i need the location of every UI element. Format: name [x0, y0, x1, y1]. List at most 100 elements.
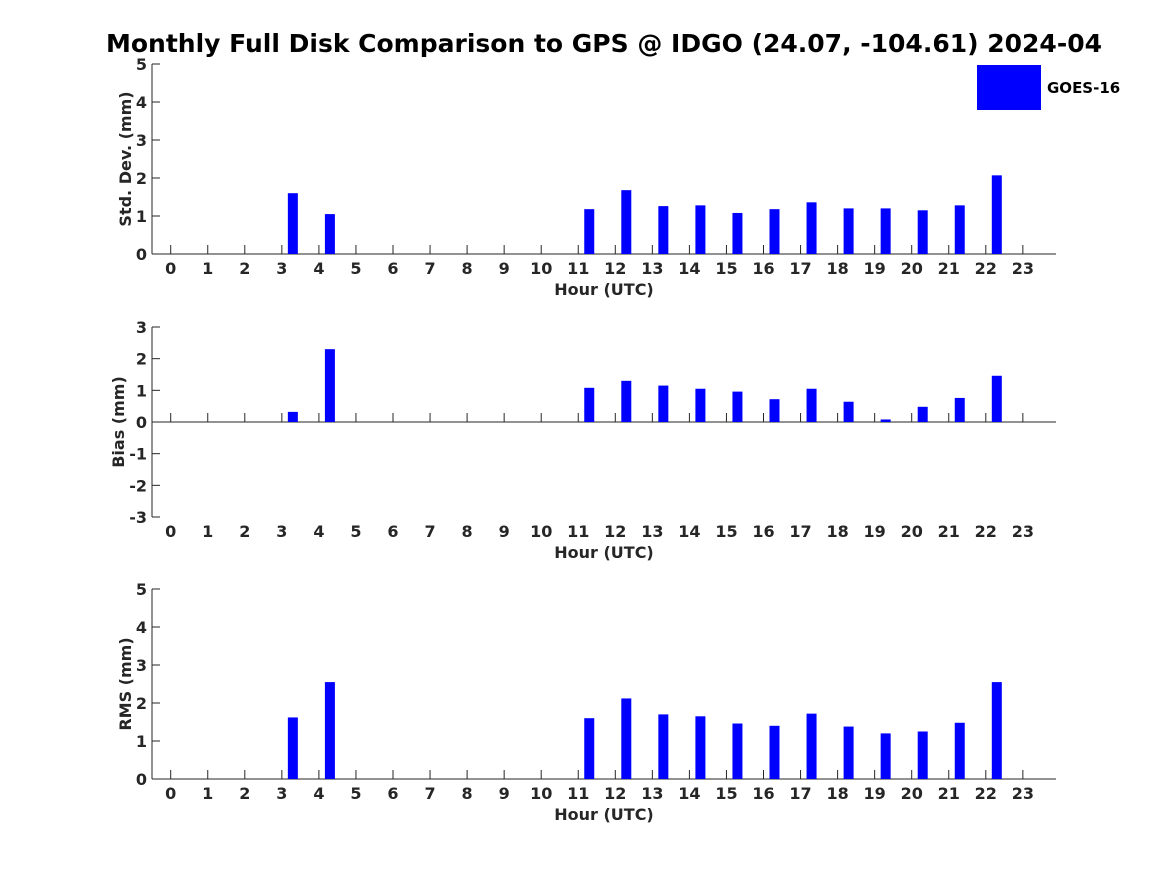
bar-std-dev-hour-17 [806, 202, 817, 254]
bar-rms-hour-22 [991, 682, 1002, 779]
bar-bias-hour-20 [917, 406, 928, 422]
y-tick-label: 2 [136, 169, 147, 188]
x-tick-label: 2 [239, 522, 250, 541]
bar-rms-hour-14 [695, 716, 706, 779]
bar-rms-hour-20 [917, 731, 928, 779]
x-tick-label: 18 [826, 522, 848, 541]
x-tick-label: 16 [752, 259, 774, 278]
x-tick-label: 5 [350, 522, 361, 541]
x-tick-label: 5 [350, 259, 361, 278]
x-tick-label: 5 [350, 784, 361, 803]
x-tick-label: 14 [678, 784, 700, 803]
x-tick-label: 6 [387, 259, 398, 278]
bar-rms-hour-19 [880, 733, 891, 779]
x-tick-label: 1 [202, 784, 213, 803]
x-tick-label: 20 [901, 784, 923, 803]
bar-rms-hour-15 [732, 723, 743, 779]
y-axis-label: Std. Dev. (mm) [116, 91, 135, 226]
bar-rms-hour-4 [324, 682, 335, 779]
x-axis-label: Hour (UTC) [554, 543, 654, 562]
bar-rms-hour-13 [658, 714, 669, 779]
x-tick-label: 12 [604, 784, 626, 803]
x-tick-label: 1 [202, 259, 213, 278]
y-tick-label: 2 [136, 694, 147, 713]
x-tick-label: 7 [424, 784, 435, 803]
bar-std-dev-hour-4 [324, 214, 335, 254]
legend: GOES-16 [977, 65, 1120, 110]
x-tick-label: 18 [826, 259, 848, 278]
y-tick-label: 4 [136, 618, 147, 637]
bar-bias-hour-16 [769, 399, 780, 422]
y-tick-label: -2 [129, 476, 147, 495]
bar-std-dev-hour-12 [621, 190, 632, 254]
x-tick-label: 17 [789, 522, 811, 541]
x-tick-label: 0 [165, 259, 176, 278]
x-tick-label: 7 [424, 522, 435, 541]
x-tick-label: 22 [975, 522, 997, 541]
x-tick-label: 19 [864, 522, 886, 541]
x-tick-label: 21 [938, 259, 960, 278]
bar-std-dev-hour-19 [880, 208, 891, 254]
x-tick-label: 6 [387, 522, 398, 541]
y-tick-label: 2 [136, 350, 147, 369]
y-tick-label: 0 [136, 245, 147, 264]
bar-rms-hour-18 [843, 726, 854, 779]
bar-std-dev-hour-13 [658, 206, 669, 254]
x-tick-label: 19 [864, 784, 886, 803]
legend-label: GOES-16 [1047, 79, 1120, 97]
x-tick-label: 10 [530, 259, 552, 278]
x-tick-label: 4 [313, 259, 324, 278]
x-tick-label: 8 [462, 259, 473, 278]
x-tick-label: 20 [901, 522, 923, 541]
y-tick-label: 5 [136, 580, 147, 599]
bar-bias-hour-4 [324, 349, 335, 422]
y-tick-label: 3 [136, 131, 147, 150]
x-tick-label: 6 [387, 784, 398, 803]
bar-std-dev-hour-16 [769, 209, 780, 254]
x-tick-label: 11 [567, 259, 589, 278]
bar-bias-hour-14 [695, 388, 706, 422]
x-axis-label: Hour (UTC) [554, 280, 654, 299]
bar-rms-hour-12 [621, 698, 632, 779]
y-tick-label: 1 [136, 381, 147, 400]
x-tick-label: 3 [276, 784, 287, 803]
bar-bias-hour-13 [658, 385, 669, 422]
bar-rms-hour-16 [769, 725, 780, 779]
bar-bias-hour-3 [287, 411, 298, 422]
x-tick-label: 0 [165, 784, 176, 803]
bar-bias-hour-21 [954, 397, 965, 422]
x-tick-label: 22 [975, 784, 997, 803]
bar-bias-hour-17 [806, 388, 817, 422]
x-tick-label: 16 [752, 522, 774, 541]
bar-std-dev-hour-21 [954, 205, 965, 254]
y-tick-label: 5 [136, 55, 147, 74]
x-tick-label: 9 [499, 522, 510, 541]
x-tick-label: 11 [567, 784, 589, 803]
bar-std-dev-hour-3 [287, 193, 298, 254]
x-tick-label: 15 [715, 259, 737, 278]
y-tick-label: 3 [136, 318, 147, 337]
x-tick-label: 3 [276, 522, 287, 541]
x-tick-label: 19 [864, 259, 886, 278]
y-tick-label: 0 [136, 413, 147, 432]
x-tick-label: 2 [239, 784, 250, 803]
bar-rms-hour-11 [584, 718, 595, 779]
bar-rms-hour-17 [806, 713, 817, 779]
x-tick-label: 23 [1012, 522, 1034, 541]
bar-std-dev-hour-14 [695, 205, 706, 254]
x-tick-label: 1 [202, 522, 213, 541]
x-tick-label: 15 [715, 784, 737, 803]
x-tick-label: 9 [499, 259, 510, 278]
bar-bias-hour-22 [991, 375, 1002, 422]
x-tick-label: 16 [752, 784, 774, 803]
x-tick-label: 9 [499, 784, 510, 803]
x-tick-label: 3 [276, 259, 287, 278]
y-tick-label: -3 [129, 508, 147, 527]
x-tick-label: 10 [530, 784, 552, 803]
x-tick-label: 4 [313, 522, 324, 541]
chart-title: Monthly Full Disk Comparison to GPS @ ID… [106, 29, 1102, 58]
bar-std-dev-hour-18 [843, 208, 854, 254]
